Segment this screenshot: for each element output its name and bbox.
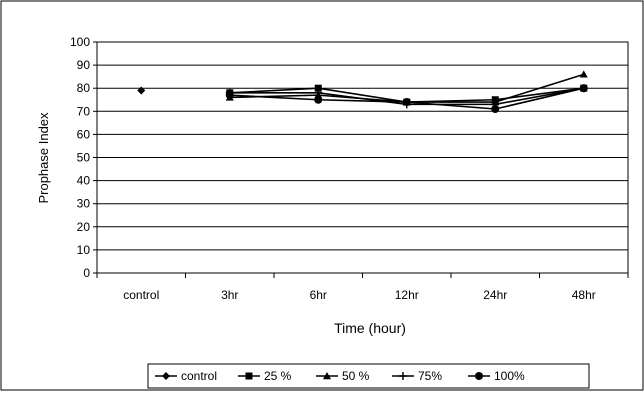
x-tick-label: 12hr [395, 288, 419, 302]
data-point [402, 98, 411, 107]
y-tick-label: 10 [77, 243, 91, 257]
data-point [137, 86, 146, 95]
x-tick-label: 48hr [572, 288, 596, 302]
x-tick-label: 3hr [221, 288, 238, 302]
y-tick-label: 90 [77, 58, 91, 72]
legend-box [147, 363, 590, 389]
legend-entries: control 25 % 50 % 75% 100% [155, 369, 525, 383]
legend-label: control [181, 369, 217, 383]
data-point [491, 104, 500, 113]
y-tick-label: 30 [77, 197, 91, 211]
x-tick-label: 24hr [483, 288, 507, 302]
y-tick-label: 50 [77, 151, 91, 165]
legend-marker [162, 372, 170, 380]
x-axis-label: Time (hour) [334, 320, 406, 336]
data-point [314, 95, 323, 104]
x-tick-label: control [123, 288, 159, 302]
legend-label: 100% [494, 369, 525, 383]
legend: control 25 % 50 % 75% 100% [147, 363, 590, 389]
legend-marker [245, 372, 253, 380]
legend-marker [475, 372, 483, 380]
data-point [314, 84, 322, 92]
legend-marker [323, 372, 331, 380]
legend-label: 25 % [264, 369, 292, 383]
series-group [137, 70, 588, 113]
y-tick-label: 60 [77, 127, 91, 141]
y-tick-label: 40 [77, 174, 91, 188]
legend-label: 50 % [342, 369, 370, 383]
data-point [579, 70, 588, 78]
x-axis-ticks: control 3hr 6hr 12hr 24hr 48hr [96, 273, 629, 302]
data-point [225, 91, 234, 100]
data-point [579, 84, 588, 93]
legend-label: 75% [418, 369, 442, 383]
y-tick-label: 80 [77, 81, 91, 95]
y-tick-label: 0 [83, 266, 90, 280]
y-axis-label: Prophase Index [36, 112, 51, 204]
y-tick-label: 20 [77, 220, 91, 234]
data-point [314, 88, 323, 97]
y-axis-ticks: 0 10 20 30 40 50 60 70 80 90 100 [70, 35, 97, 280]
x-tick-label: 6hr [310, 288, 327, 302]
y-tick-label: 100 [70, 35, 90, 49]
legend-marker [399, 372, 407, 380]
y-tick-label: 70 [77, 104, 91, 118]
